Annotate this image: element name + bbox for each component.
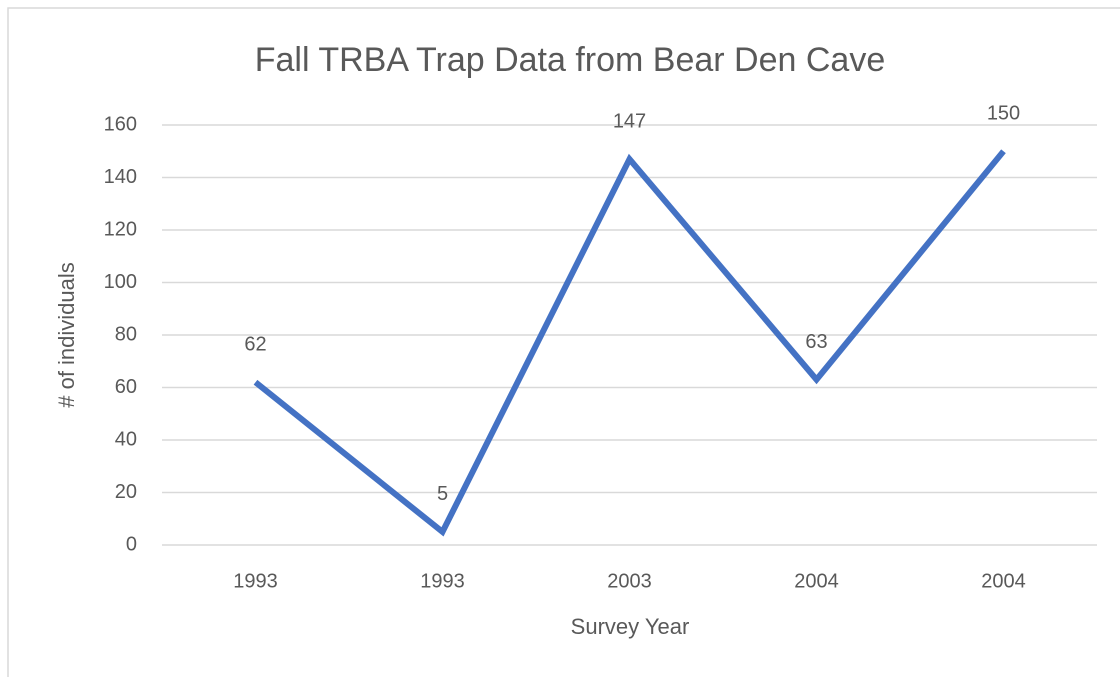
x-axis-label: Survey Year: [571, 614, 690, 639]
data-label: 62: [244, 334, 266, 356]
x-tick-label: 2004: [794, 570, 839, 592]
data-label: 63: [805, 331, 827, 353]
x-tick-label: 1993: [233, 570, 278, 592]
data-line: [253, 149, 1006, 537]
chart-frame: [7, 7, 1120, 677]
x-tick-label: 2004: [981, 570, 1026, 592]
y-tick-label: 160: [104, 113, 137, 135]
y-tick-label: 20: [115, 481, 137, 503]
y-tick-label: 120: [104, 218, 137, 240]
data-label: 150: [987, 103, 1020, 125]
y-tick-label: 80: [115, 323, 137, 345]
chart-title: Fall TRBA Trap Data from Bear Den Cave: [255, 41, 886, 79]
data-label: 5: [437, 483, 448, 505]
y-tick-label: 40: [115, 428, 137, 450]
data-label: 147: [613, 110, 646, 132]
x-tick-label: 1993: [420, 570, 465, 592]
y-tick-label: 100: [104, 271, 137, 293]
y-tick-label: 140: [104, 166, 137, 188]
y-axis-label: # of individuals: [54, 262, 79, 408]
y-tick-label: 60: [115, 376, 137, 398]
y-tick-label: 0: [126, 533, 137, 555]
x-tick-label: 2003: [607, 570, 652, 592]
